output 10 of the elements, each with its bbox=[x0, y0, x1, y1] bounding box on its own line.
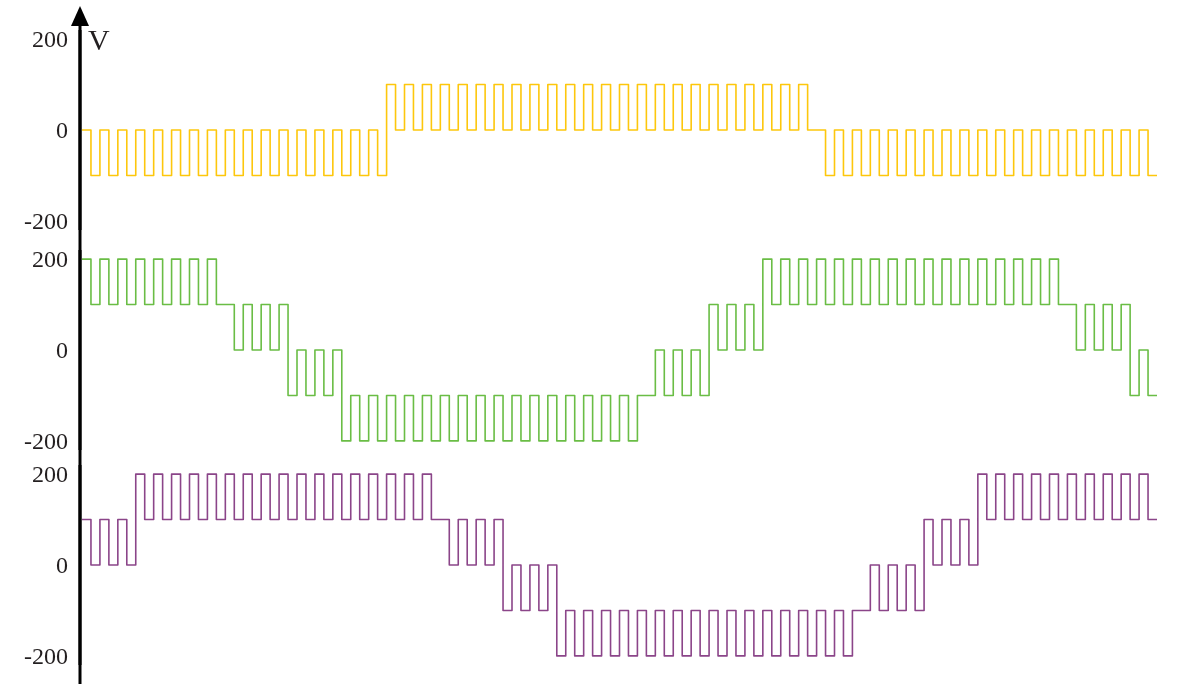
y-tick-label: 200 bbox=[32, 246, 68, 273]
y-tick-label: 0 bbox=[56, 337, 68, 363]
y-tick-label: 0 bbox=[56, 552, 68, 578]
y-tick-label: -200 bbox=[24, 427, 68, 454]
y-tick-label: 0 bbox=[56, 117, 68, 143]
y-tick-label: 200 bbox=[32, 461, 68, 488]
y-tick-label: -200 bbox=[24, 207, 68, 234]
y-tick-label: 200 bbox=[32, 26, 68, 53]
y-tick-label: -200 bbox=[24, 642, 68, 669]
y-axis-title: V bbox=[88, 22, 110, 56]
